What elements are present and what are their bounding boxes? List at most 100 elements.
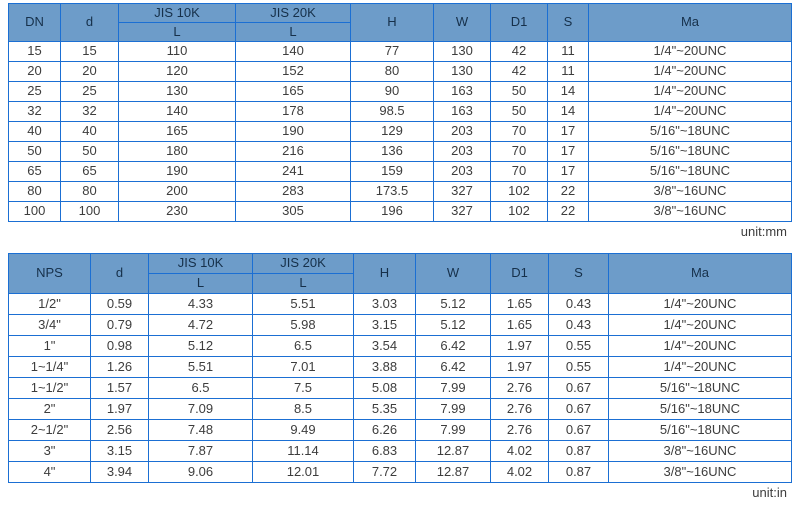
table-row: 25 25 130 165 90 163 50 14 1/4"~20UNC — [8, 81, 792, 102]
table-cell: 50 — [8, 141, 61, 162]
table-cell: 1.57 — [90, 377, 149, 399]
table-body-inch: 1/2" 0.59 4.33 5.51 3.03 5.12 1.65 0.43 1/4"~20U… — [8, 293, 792, 483]
table-cell: 5/16"~18UNC — [588, 161, 792, 182]
table-cell: 3/8"~16UNC — [608, 461, 792, 483]
table-cell: 3/8"~16UNC — [608, 440, 792, 462]
table-cell: 70 — [490, 121, 548, 142]
header-jis10k: JIS 10K — [148, 253, 253, 274]
table-cell: 180 — [118, 141, 236, 162]
table-cell: 0.59 — [90, 293, 149, 315]
table-cell: 4" — [8, 461, 91, 483]
table-cell: 3" — [8, 440, 91, 462]
header-s: S — [548, 253, 609, 294]
table-cell: 5/16"~18UNC — [608, 377, 792, 399]
table-cell: 1/4"~20UNC — [588, 61, 792, 82]
table-cell: 9.06 — [148, 461, 253, 483]
table-cell: 0.87 — [548, 461, 609, 483]
table-cell: 40 — [60, 121, 119, 142]
header-d1: D1 — [490, 253, 549, 294]
table-cell: 32 — [60, 101, 119, 122]
table-cell: 283 — [235, 181, 351, 202]
table-row: 1~1/4" 1.26 5.51 7.01 3.88 6.42 1.97 0.55 1/4"~2… — [8, 356, 792, 378]
table-cell: 100 — [60, 201, 119, 222]
table-cell: 159 — [350, 161, 434, 182]
table-cell: 110 — [118, 41, 236, 62]
table-cell: 3.94 — [90, 461, 149, 483]
table-row: 80 80 200 283 173.5 327 102 22 3/8"~16UNC — [8, 181, 792, 202]
table-cell: 4.72 — [148, 314, 253, 336]
header-dn: DN — [8, 3, 61, 42]
table-cell: 1/4"~20UNC — [588, 41, 792, 62]
table-cell: 1/4"~20UNC — [608, 314, 792, 336]
table-cell: 3.03 — [353, 293, 416, 315]
table-cell: 12.87 — [415, 440, 491, 462]
table-row: 4" 3.94 9.06 12.01 7.72 12.87 4.02 0.87 3/8"~16U… — [8, 461, 792, 483]
table-cell: 327 — [433, 201, 491, 222]
table-cell: 3.15 — [353, 314, 416, 336]
table-cell: 140 — [118, 101, 236, 122]
table-row: 20 20 120 152 80 130 42 11 1/4"~20UNC — [8, 61, 792, 82]
table-cell: 140 — [235, 41, 351, 62]
table-cell: 130 — [433, 41, 491, 62]
table-cell: 4.33 — [148, 293, 253, 315]
table-cell: 42 — [490, 61, 548, 82]
table-cell: 80 — [60, 181, 119, 202]
table-header-metric: DN d JIS 10K JIS 20K H W D1 S Ma L L — [8, 3, 792, 42]
table-cell: 327 — [433, 181, 491, 202]
table-cell: 6.5 — [252, 335, 354, 357]
table-cell: 1/4"~20UNC — [588, 101, 792, 122]
table-row: 1~1/2" 1.57 6.5 7.5 5.08 7.99 2.76 0.67 5/16"~18… — [8, 377, 792, 399]
table-cell: 22 — [547, 181, 589, 202]
table-row: 3" 3.15 7.87 11.14 6.83 12.87 4.02 0.87 3/8"~16U… — [8, 440, 792, 462]
table-cell: 7.87 — [148, 440, 253, 462]
table-cell: 5.12 — [148, 335, 253, 357]
table-cell: 6.83 — [353, 440, 416, 462]
table-cell: 1/2" — [8, 293, 91, 315]
table-cell: 1.65 — [490, 314, 549, 336]
table-cell: 7.99 — [415, 398, 491, 420]
table-cell: 5.12 — [415, 314, 491, 336]
table-row: 1/2" 0.59 4.33 5.51 3.03 5.12 1.65 0.43 1/4"~20U… — [8, 293, 792, 315]
table-cell: 0.98 — [90, 335, 149, 357]
table-cell: 5.12 — [415, 293, 491, 315]
table-cell: 120 — [118, 61, 236, 82]
table-cell: 7.01 — [252, 356, 354, 378]
table-cell: 203 — [433, 161, 491, 182]
table-cell: 2.76 — [490, 419, 549, 441]
table-row: 100 100 230 305 196 327 102 22 3/8"~16UNC — [8, 201, 792, 222]
table-cell: 3.15 — [90, 440, 149, 462]
table-cell: 165 — [118, 121, 236, 142]
table-cell: 1.65 — [490, 293, 549, 315]
table-cell: 40 — [8, 121, 61, 142]
table-cell: 6.26 — [353, 419, 416, 441]
table-cell: 7.72 — [353, 461, 416, 483]
table-cell: 80 — [8, 181, 61, 202]
table-cell: 5.51 — [148, 356, 253, 378]
spec-table-inch: NPS d JIS 10K JIS 20K H W D1 S Ma L L 1/… — [8, 253, 792, 483]
table-cell: 196 — [350, 201, 434, 222]
table-cell: 165 — [235, 81, 351, 102]
table-cell: 0.67 — [548, 377, 609, 399]
table-cell: 12.87 — [415, 461, 491, 483]
table-cell: 98.5 — [350, 101, 434, 122]
table-cell: 305 — [235, 201, 351, 222]
table-row: 40 40 165 190 129 203 70 17 5/16"~18UNC — [8, 121, 792, 142]
table-cell: 203 — [433, 121, 491, 142]
table-cell: 230 — [118, 201, 236, 222]
header-d: d — [60, 3, 119, 42]
table-cell: 5/16"~18UNC — [588, 121, 792, 142]
table-row: 32 32 140 178 98.5 163 50 14 1/4"~20UNC — [8, 101, 792, 122]
header-s: S — [547, 3, 589, 42]
table-cell: 80 — [350, 61, 434, 82]
table-cell: 50 — [490, 101, 548, 122]
table-cell: 3/8"~16UNC — [588, 181, 792, 202]
table-cell: 0.87 — [548, 440, 609, 462]
table-cell: 5.08 — [353, 377, 416, 399]
header-w: W — [433, 3, 491, 42]
table-cell: 20 — [60, 61, 119, 82]
table-cell: 4.02 — [490, 440, 549, 462]
table-cell: 12.01 — [252, 461, 354, 483]
table-cell: 190 — [118, 161, 236, 182]
table-cell: 90 — [350, 81, 434, 102]
